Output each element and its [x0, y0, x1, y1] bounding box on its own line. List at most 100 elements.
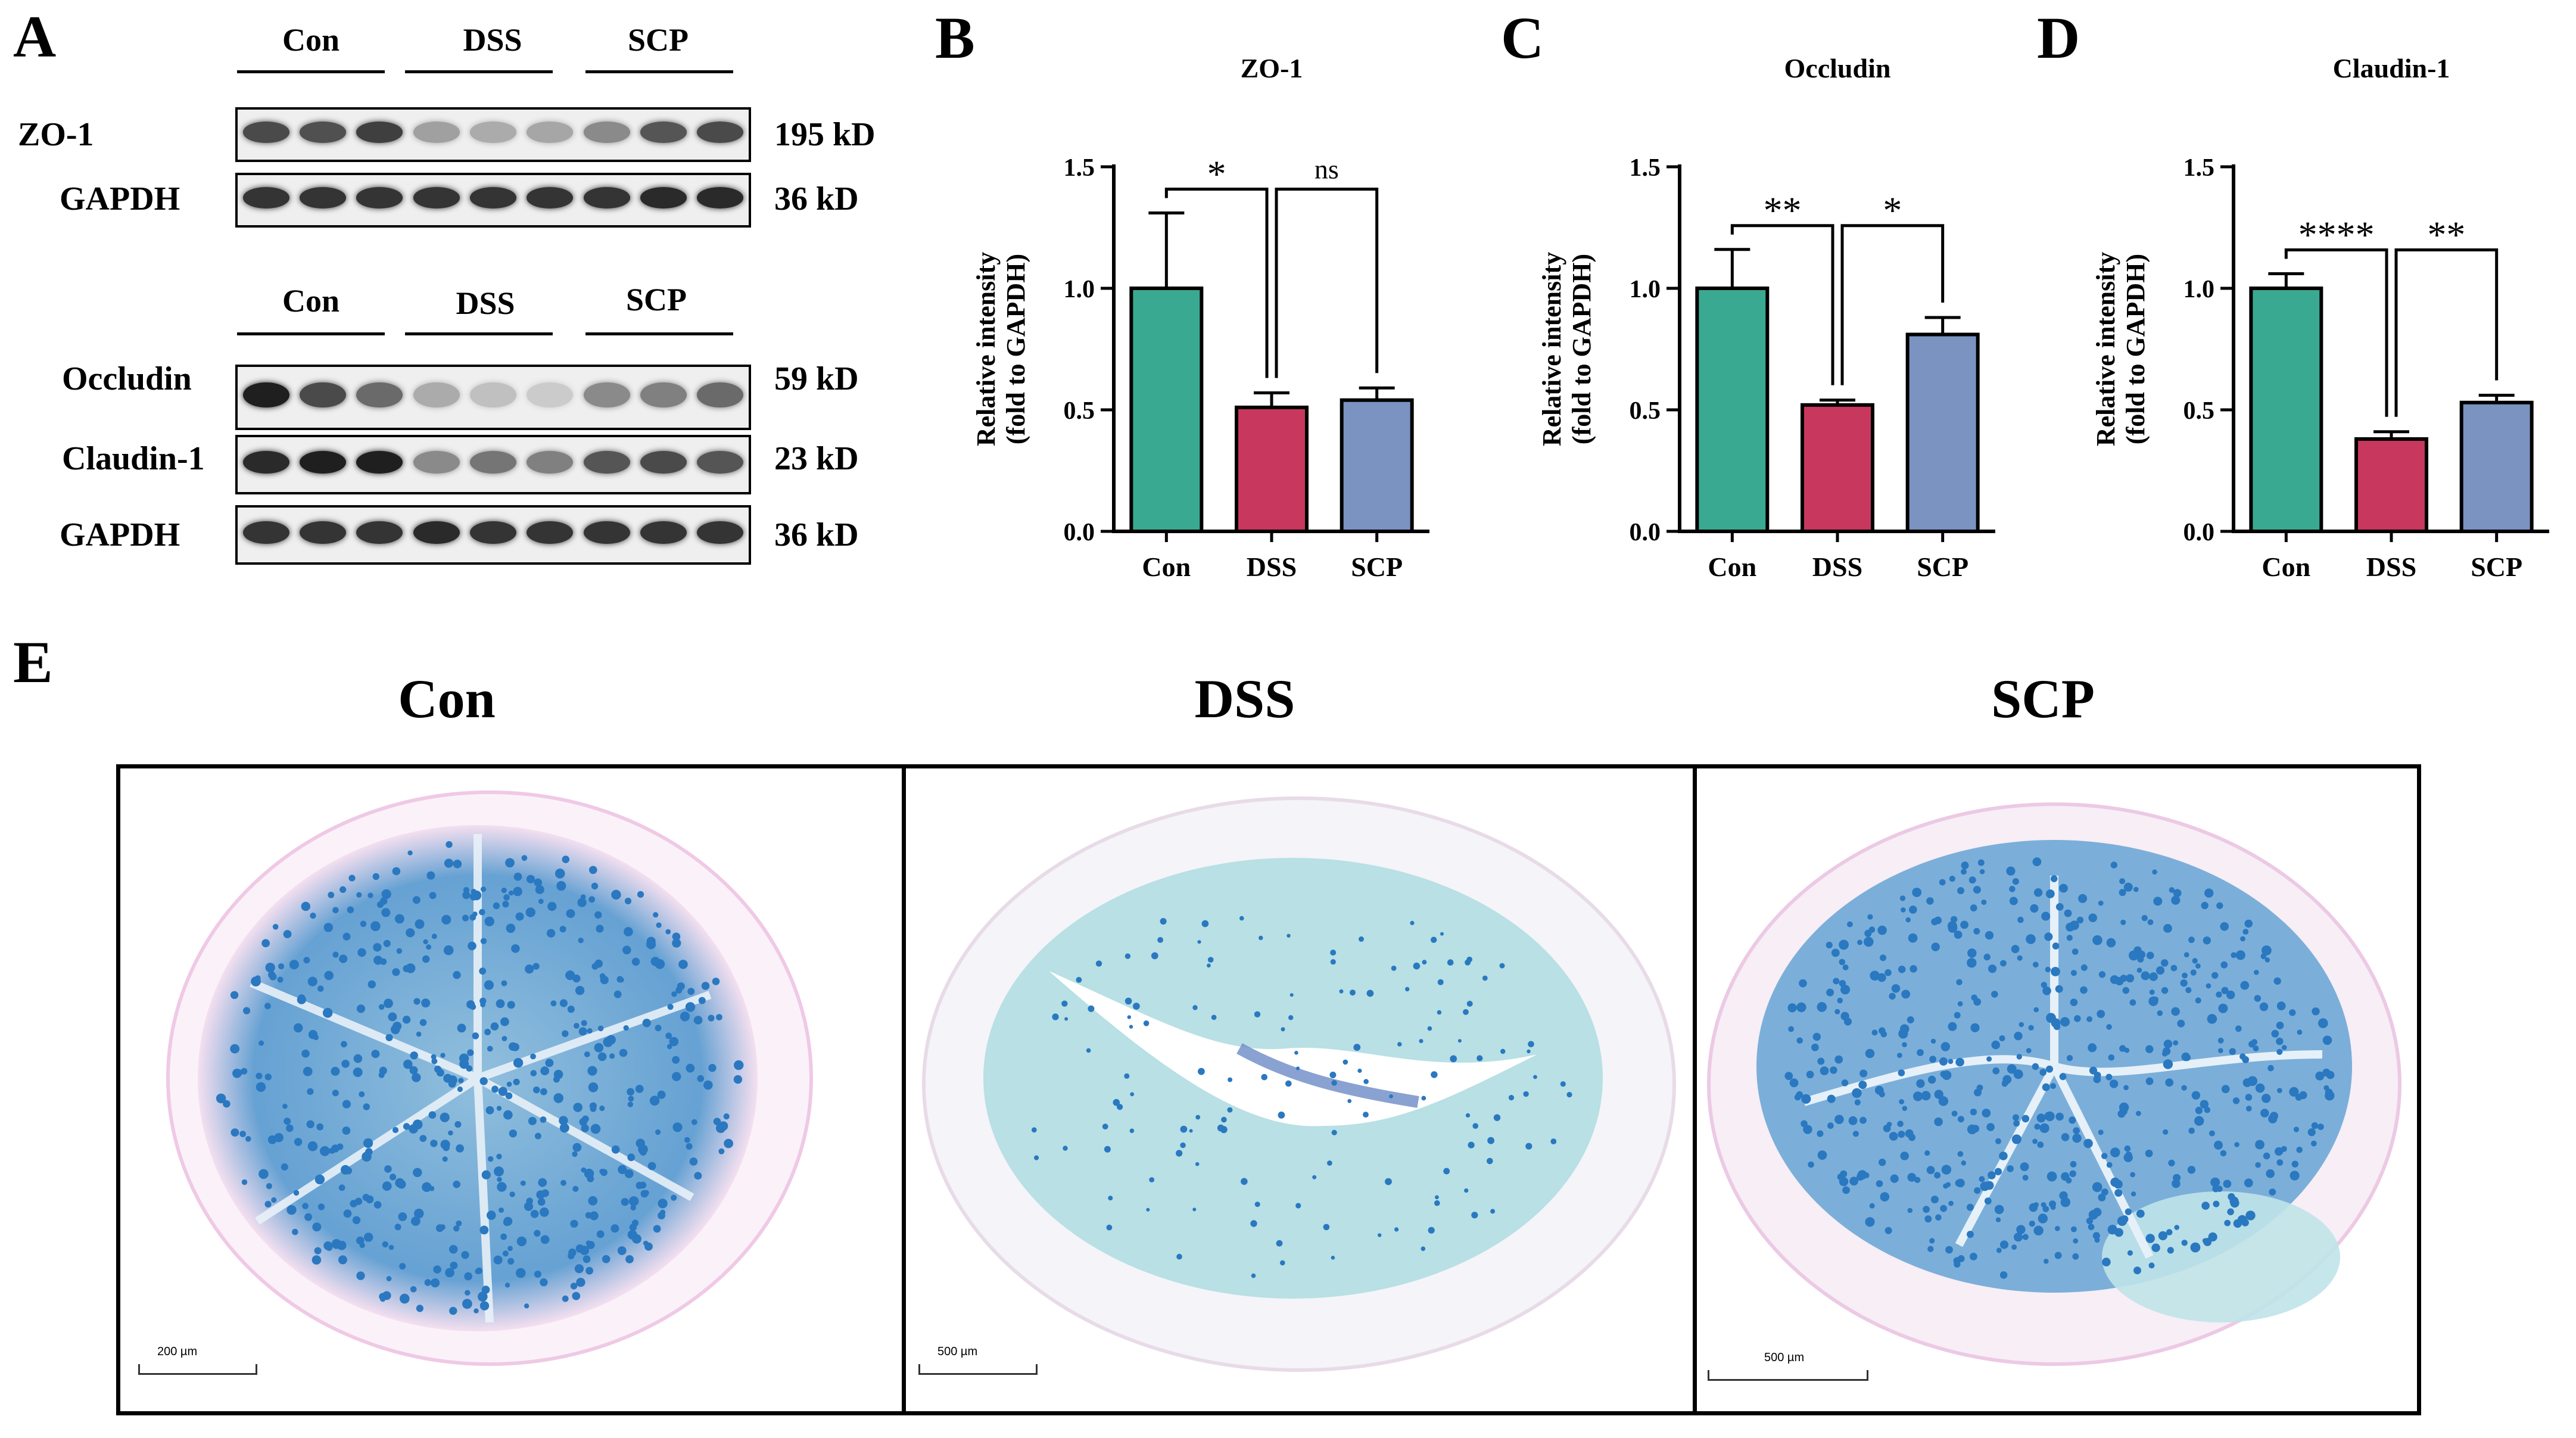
goblet-cell — [317, 985, 324, 992]
goblet-cell — [2088, 1224, 2095, 1231]
goblet-cell — [582, 1115, 589, 1123]
goblet-cell — [508, 891, 514, 896]
goblet-cell — [1228, 1077, 1233, 1082]
goblet-cell — [534, 1230, 541, 1237]
goblet-cell — [2171, 1007, 2180, 1016]
goblet-cell — [2277, 1088, 2282, 1094]
goblet-cell — [2221, 986, 2229, 994]
goblet-cell — [1992, 1067, 2000, 1075]
goblet-cell — [2110, 861, 2117, 869]
goblet-cell — [2220, 961, 2228, 969]
goblet-cell — [1827, 1094, 1836, 1103]
goblet-cell — [392, 867, 401, 876]
goblet-cell — [294, 1138, 303, 1146]
goblet-cell — [687, 988, 695, 995]
goblet-cell — [494, 1166, 504, 1176]
goblet-cell — [1125, 997, 1132, 1005]
goblet-cell — [2218, 1003, 2228, 1013]
goblet-cell — [697, 1075, 704, 1082]
goblet-cell — [655, 1025, 662, 1032]
goblet-cell — [410, 1286, 417, 1293]
goblet-cell — [1389, 1094, 1393, 1098]
goblet-cell — [2070, 970, 2077, 976]
goblet-cell — [2052, 942, 2060, 950]
goblet-cell — [1870, 970, 1880, 981]
blot-group-line — [405, 70, 553, 73]
goblet-cell — [1063, 1146, 1068, 1151]
goblet-cell — [2034, 1123, 2041, 1130]
bar-chart-zo1: ZO-1 0.0 0.5 1.0 1.5 Relative intensity (fold … — [971, 53, 1429, 582]
goblet-cell — [685, 1002, 696, 1012]
x-tick-label: DSS — [1812, 552, 1862, 582]
goblet-cell — [1391, 966, 1397, 971]
goblet-cell — [672, 1056, 680, 1064]
goblet-cell — [2093, 1075, 2101, 1084]
goblet-cell — [1149, 1177, 1155, 1182]
goblet-cell — [362, 1151, 372, 1162]
goblet-cell — [1834, 1009, 1840, 1014]
goblet-cell — [2220, 922, 2229, 931]
goblet-cell — [2317, 1123, 2324, 1130]
goblet-cell — [2016, 1054, 2022, 1060]
goblet-cell — [1929, 1056, 1936, 1063]
goblet-cell — [416, 1305, 423, 1312]
goblet-cell — [390, 1174, 397, 1181]
goblet-cell — [1550, 1138, 1557, 1144]
goblet-cell — [686, 1143, 693, 1150]
goblet-cell — [1916, 1079, 1925, 1088]
bar — [1801, 403, 1874, 534]
significance-bracket — [2394, 248, 2499, 417]
goblet-cell — [2216, 991, 2222, 998]
goblet-cell — [338, 1184, 345, 1191]
goblet-cell — [339, 954, 348, 963]
goblet-cell — [669, 1037, 679, 1047]
goblet-cell — [230, 991, 239, 1000]
goblet-cell — [496, 999, 505, 1009]
goblet-cell — [1983, 953, 1991, 961]
goblet-cell — [2021, 1115, 2030, 1123]
goblet-cell — [539, 1207, 549, 1217]
goblet-cell — [2248, 1041, 2256, 1048]
goblet-cell — [1847, 921, 1853, 927]
goblet-cell — [2210, 1177, 2220, 1187]
goblet-cell — [1981, 899, 1987, 905]
goblet-cell — [596, 925, 604, 933]
goblet-cell — [497, 1182, 507, 1192]
goblet-cell — [2009, 886, 2016, 892]
goblet-cell — [584, 1168, 594, 1179]
goblet-cell — [2086, 1016, 2092, 1022]
goblet-cell — [2276, 1022, 2284, 1029]
goblet-cell — [1970, 904, 1977, 912]
goblet-cell — [323, 923, 333, 932]
goblet-cell — [1880, 1192, 1890, 1202]
goblet-cell — [2255, 1162, 2261, 1168]
goblet-cell — [1339, 989, 1344, 994]
goblet-cell — [1331, 1129, 1337, 1135]
goblet-cell — [1130, 1092, 1135, 1097]
significance-label: ns — [1315, 154, 1339, 185]
goblet-cell — [2119, 889, 2126, 897]
goblet-cell — [2014, 1232, 2023, 1242]
blot-band — [413, 187, 460, 208]
goblet-cell — [1830, 1066, 1837, 1074]
goblet-cell — [468, 941, 476, 951]
goblet-cell — [1905, 917, 1911, 923]
bar — [2354, 437, 2428, 534]
goblet-cell — [456, 1220, 462, 1227]
histology-title: SCP — [1991, 668, 2095, 729]
goblet-cell — [2136, 1209, 2145, 1218]
goblet-cell — [392, 1126, 399, 1134]
goblet-cell — [1868, 926, 1876, 933]
goblet-cell — [2098, 971, 2106, 978]
goblet-cell — [1347, 1098, 1352, 1103]
goblet-cell — [1995, 1138, 2001, 1144]
blot-band — [356, 450, 403, 474]
blot-band — [640, 187, 687, 208]
goblet-cell — [481, 886, 487, 892]
goblet-cell — [733, 1075, 743, 1084]
histology-divider — [1693, 768, 1697, 1411]
goblet-cell — [464, 1272, 472, 1281]
goblet-cell — [373, 1201, 382, 1209]
goblet-cell — [596, 1230, 605, 1238]
goblet-cell — [2032, 1063, 2039, 1070]
